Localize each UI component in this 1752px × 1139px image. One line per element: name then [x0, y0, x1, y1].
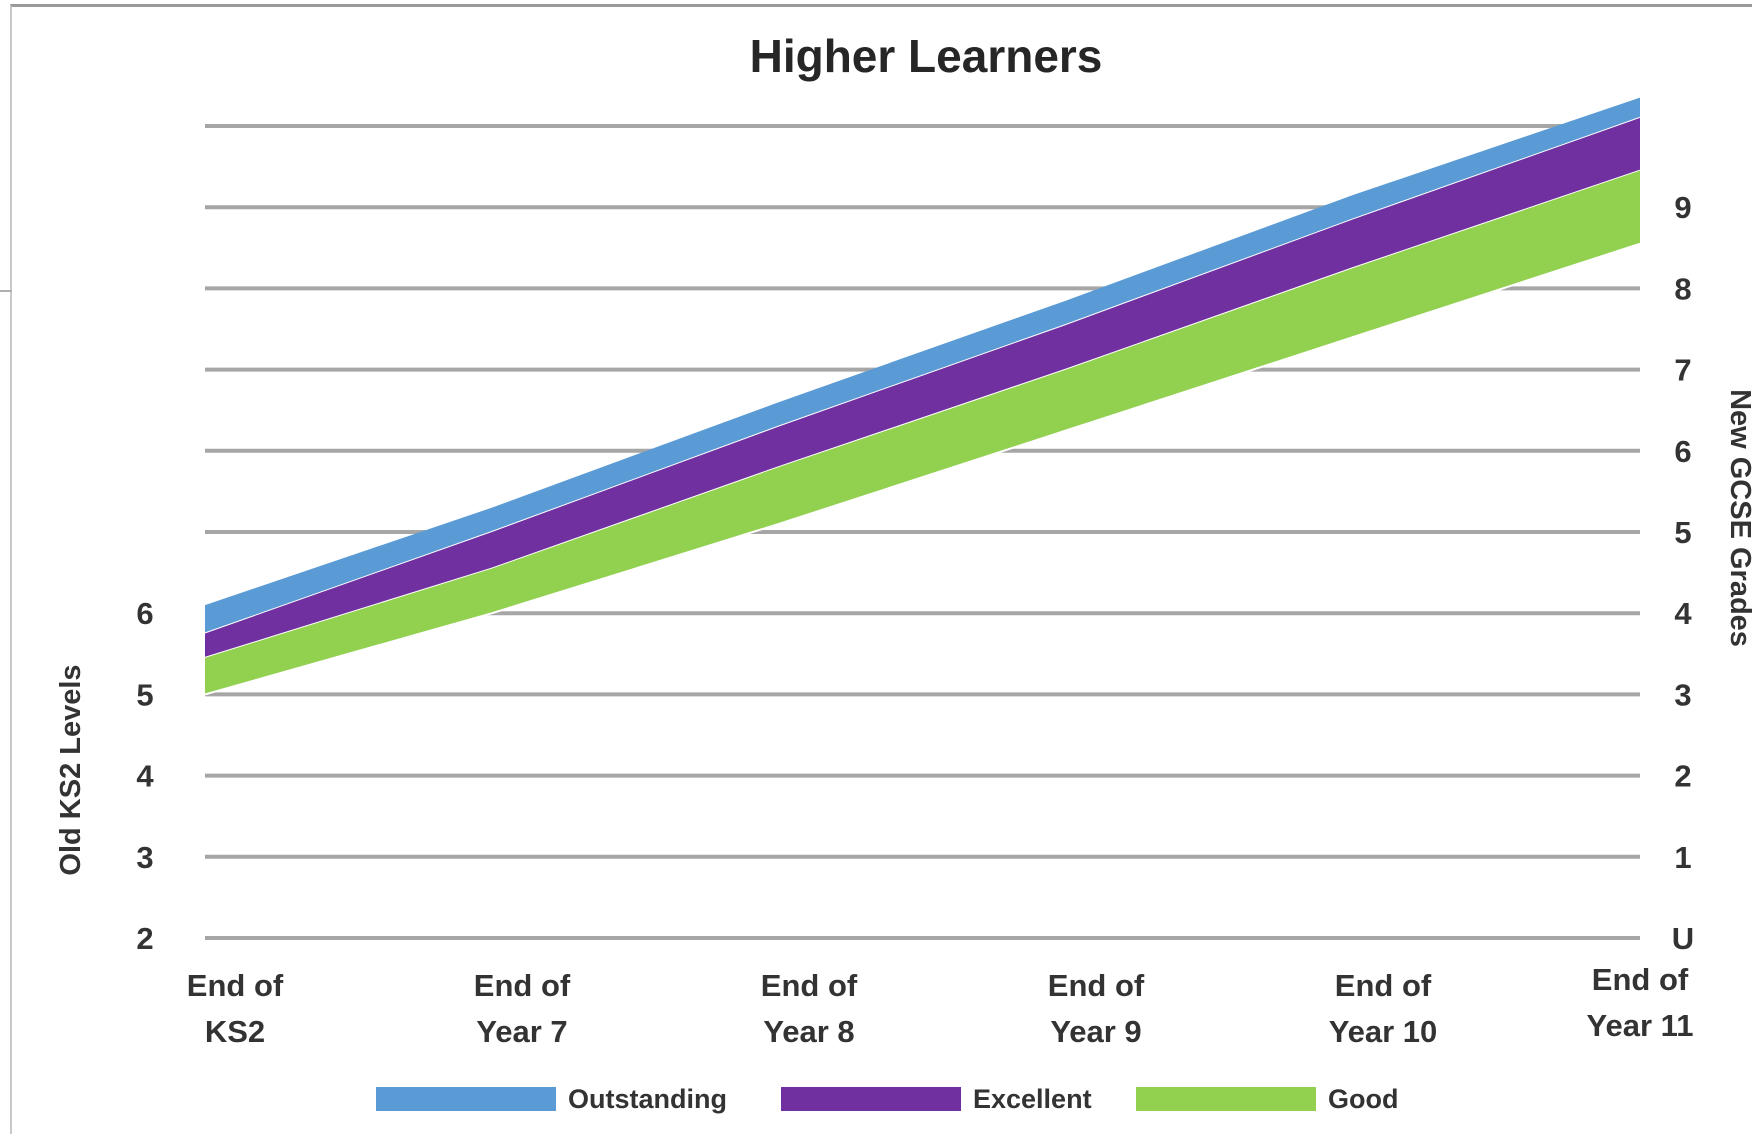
legend-swatch-good [1136, 1087, 1316, 1111]
right-tick-label: 3 [1674, 677, 1691, 712]
chart-title: Higher Learners [750, 30, 1103, 82]
area-good [205, 170, 1640, 695]
left-axis-title: Old KS2 Levels [55, 664, 87, 875]
area-excellent [205, 117, 1640, 658]
right-tick-label: 1 [1674, 840, 1691, 875]
right-tick-label: 2 [1674, 759, 1691, 794]
legend-swatch-outstanding [376, 1087, 556, 1111]
x-tick-label: End of Year 11 [1587, 962, 1694, 1043]
legend: Outstanding Excellent Good [376, 1084, 1398, 1114]
area-bands [204, 97, 1641, 696]
x-axis-ticks: End of KS2 End of Year 7 End of Year 8 End of Y… [187, 962, 1694, 1049]
left-tick-label: 3 [136, 840, 153, 875]
area-outstanding [205, 97, 1640, 634]
x-tick-label: End of Year 7 [474, 968, 571, 1049]
right-tick-label: 5 [1674, 515, 1691, 550]
left-tick-label: 4 [136, 759, 154, 794]
left-tick-label: 6 [136, 596, 153, 631]
x-tick-label: End of Year 8 [761, 968, 858, 1049]
legend-label-good: Good [1328, 1084, 1398, 1114]
left-axis-ticks: 2 3 4 5 6 [136, 596, 154, 956]
legend-label-outstanding: Outstanding [568, 1084, 727, 1114]
chart-frame [10, 4, 1752, 1134]
legend-label-excellent: Excellent [973, 1084, 1092, 1114]
left-tick-label: 2 [136, 921, 153, 956]
left-tick-label: 5 [136, 677, 153, 712]
right-tick-label: 8 [1674, 271, 1691, 306]
right-tick-label: 4 [1674, 596, 1692, 631]
x-tick-label: End of Year 10 [1329, 968, 1438, 1049]
page-margin-mark [0, 290, 12, 292]
x-tick-label: End of KS2 [187, 968, 284, 1049]
right-axis-ticks: U 1 2 3 4 5 6 7 8 9 [1672, 190, 1694, 956]
right-axis-title: New GCSE Grades [1724, 389, 1752, 647]
right-tick-label: 6 [1674, 434, 1691, 469]
right-tick-label: U [1672, 921, 1694, 956]
right-tick-label: 9 [1674, 190, 1691, 225]
legend-swatch-excellent [781, 1087, 961, 1111]
right-tick-label: 7 [1674, 353, 1691, 388]
x-tick-label: End of Year 9 [1048, 968, 1145, 1049]
band-edge-good [204, 242, 1641, 696]
